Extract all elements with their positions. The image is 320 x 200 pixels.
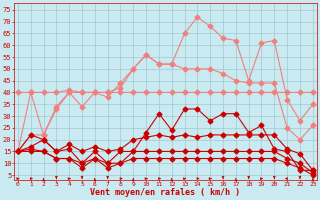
X-axis label: Vent moyen/en rafales ( km/h ): Vent moyen/en rafales ( km/h ) bbox=[90, 188, 240, 197]
